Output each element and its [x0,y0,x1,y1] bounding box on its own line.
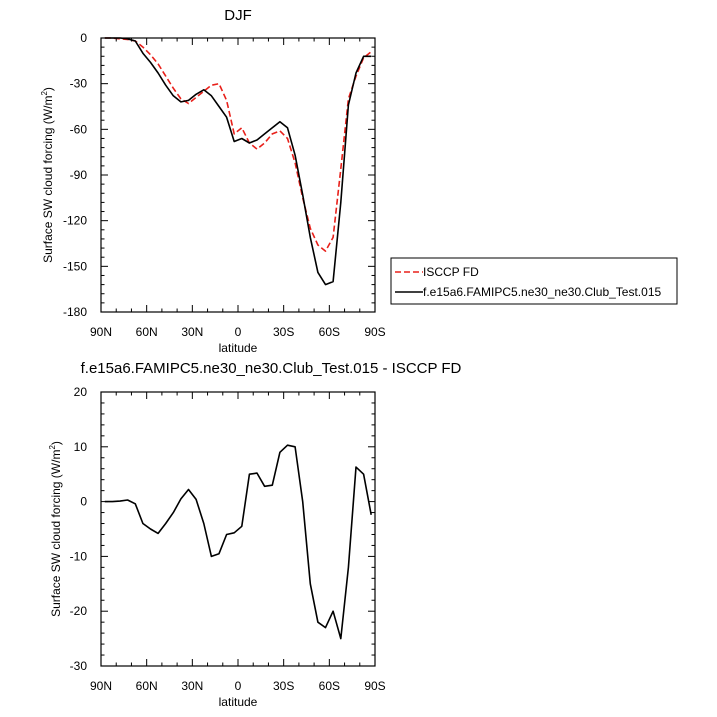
y-tick-label: -60 [70,122,88,136]
x-tick-label: 0 [235,325,242,339]
y-axis-label: Surface SW cloud forcing (W/m2) [48,441,63,617]
x-tick-label: 30N [181,325,203,339]
series-line-0 [104,444,372,640]
x-tick-label: 60N [136,679,158,693]
bottom-panel: f.e15a6.FAMIPC5.ne30_ne30.Club_Test.015 … [48,360,462,709]
legend-box [390,257,678,305]
x-tick-label: 30S [273,325,294,339]
x-tick-label: 0 [235,679,242,693]
x-tick-label: 60S [319,679,340,693]
y-axis-label-end: ) [41,87,55,91]
y-tick-label: -120 [63,214,87,228]
y-tick-label: 20 [74,385,88,399]
y-tick-label: -10 [70,549,88,563]
chart-title: DJF [224,7,252,24]
series-line-1 [104,37,372,286]
y-axis-label-end: ) [49,441,63,445]
series-line-0 [104,37,372,252]
x-axis-label: latitude [219,695,258,709]
y-tick-label: -150 [63,259,87,273]
y-tick-label: 10 [74,440,88,454]
legend-label-1: f.e15a6.FAMIPC5.ne30_ne30.Club_Test.015 [423,285,661,299]
x-tick-label: 90N [90,679,112,693]
x-axis-label: latitude [219,341,258,355]
y-tick-label: -180 [63,305,87,319]
top-panel: DJF 90N 60N 30N 0 30S 60S 90S 0 -30 -60 -90 -120 -150… [40,7,678,355]
x-tick-label: 90N [90,325,112,339]
y-tick-label: -30 [70,77,88,91]
y-axis-label: Surface SW cloud forcing (W/m2) [40,87,55,263]
y-tick-label: 0 [80,31,87,45]
x-tick-label: 60N [136,325,158,339]
x-tick-label: 30N [181,679,203,693]
x-tick-label: 90S [364,679,385,693]
y-axis-label-sup: 2 [40,91,49,96]
y-axis-label-sup: 2 [48,445,57,450]
y-tick-label: -30 [70,659,88,673]
y-axis-label-main: Surface SW cloud forcing (W/m [49,450,63,617]
x-tick-label: 60S [319,325,340,339]
legend-label-0: ISCCP FD [423,265,479,279]
y-tick-label: -90 [70,168,88,182]
chart-title: f.e15a6.FAMIPC5.ne30_ne30.Club_Test.015 … [81,360,462,377]
y-tick-label: -20 [70,604,88,618]
x-tick-label: 90S [364,325,385,339]
y-axis-label-main: Surface SW cloud forcing (W/m [41,96,55,263]
y-tick-label: 0 [80,495,87,509]
x-tick-label: 30S [273,679,294,693]
